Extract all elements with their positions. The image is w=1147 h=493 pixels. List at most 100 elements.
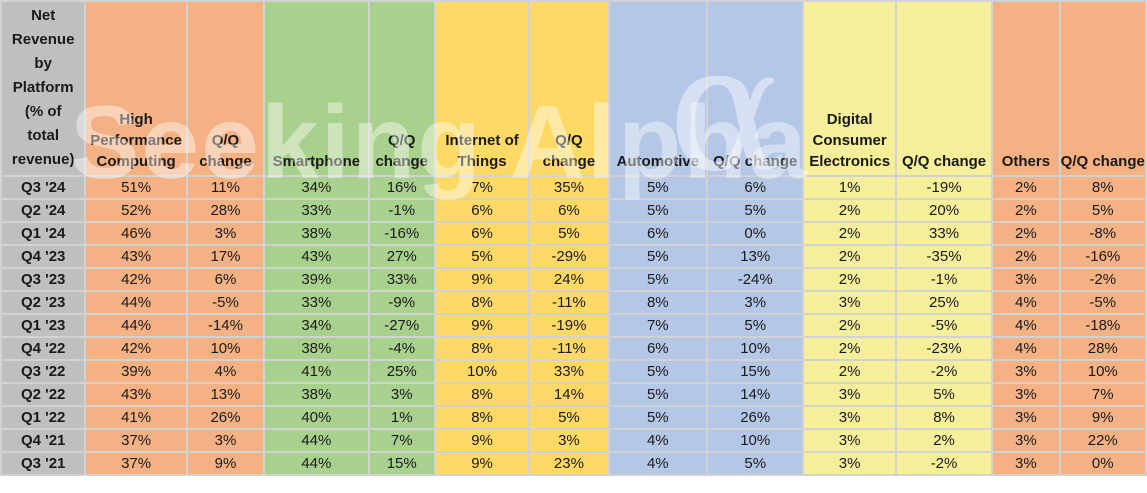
cell-q4-22-col4: -4% xyxy=(367,336,436,361)
cell-q4-22-col8: 10% xyxy=(706,336,805,361)
cell-q1-22-col11: 3% xyxy=(991,405,1061,430)
row-label-q2-23: Q2 '23 xyxy=(0,290,87,315)
cell-q4-23-col5: 5% xyxy=(433,244,531,269)
cell-q3-23-col2: 6% xyxy=(185,267,266,292)
table-row-q4-23: Q4 '23 43% 17% 43% 27% 5% -29% 5% 13% 2% -35% 2% -16… xyxy=(0,244,1147,269)
cell-q3-23-col7: 5% xyxy=(607,267,709,292)
cell-q3-23-col12: -2% xyxy=(1058,267,1147,292)
cell-q3-23-col6: 24% xyxy=(528,267,610,292)
row-label-q3-24: Q3 '24 xyxy=(0,175,87,200)
cell-q2-23-col5: 8% xyxy=(433,290,531,315)
cell-q3-24-col2: 11% xyxy=(185,175,266,200)
cell-q3-24-col10: -19% xyxy=(894,175,994,200)
cell-q3-24-col3: 34% xyxy=(263,175,370,200)
cell-q4-23-col11: 2% xyxy=(991,244,1061,269)
cell-q4-22-col5: 8% xyxy=(433,336,531,361)
cell-q2-23-col12: -5% xyxy=(1058,290,1147,315)
table-row-q4-22: Q4 '22 42% 10% 38% -4% 8% -11% 6% 10% 2% -23% 4% 28% xyxy=(0,336,1147,361)
cell-q4-22-col2: 10% xyxy=(185,336,266,361)
cell-q4-22-col9: 2% xyxy=(802,336,897,361)
cell-q2-23-col4: -9% xyxy=(367,290,436,315)
cell-q3-22-col12: 10% xyxy=(1058,359,1147,384)
table-body: Q3 '24 51% 11% 34% 16% 7% 35% 5% 6% 1% -19% 2% 8% Q2 … xyxy=(0,175,1147,476)
cell-q3-23-col1: 42% xyxy=(84,267,188,292)
cell-q2-24-col12: 5% xyxy=(1058,198,1147,223)
cell-q1-23-col6: -19% xyxy=(528,313,610,338)
cell-q1-23-col3: 34% xyxy=(263,313,370,338)
cell-q3-22-col3: 41% xyxy=(263,359,370,384)
cell-q1-24-col4: -16% xyxy=(367,221,436,246)
cell-q1-24-col9: 2% xyxy=(802,221,897,246)
row-label-q3-22: Q3 '22 xyxy=(0,359,87,384)
cell-q1-23-col12: -18% xyxy=(1058,313,1147,338)
cell-q1-23-col1: 44% xyxy=(84,313,188,338)
cell-q1-22-col5: 8% xyxy=(433,405,531,430)
cell-q2-22-col6: 14% xyxy=(528,382,610,407)
cell-q4-23-col3: 43% xyxy=(263,244,370,269)
cell-q1-22-col4: 1% xyxy=(367,405,436,430)
cell-q1-22-col1: 41% xyxy=(84,405,188,430)
cell-q4-23-col9: 2% xyxy=(802,244,897,269)
column-header-qq-change-8: Q/Q change xyxy=(706,0,805,177)
cell-q3-21-col12: 0% xyxy=(1058,451,1147,476)
cell-q2-23-col1: 44% xyxy=(84,290,188,315)
cell-q4-21-col5: 9% xyxy=(433,428,531,453)
cell-q2-24-col1: 52% xyxy=(84,198,188,223)
cell-q1-24-col12: -8% xyxy=(1058,221,1147,246)
cell-q1-23-col2: -14% xyxy=(185,313,266,338)
row-label-q1-23: Q1 '23 xyxy=(0,313,87,338)
cell-q3-23-col10: -1% xyxy=(894,267,994,292)
cell-q3-23-col11: 3% xyxy=(991,267,1061,292)
table-row-q3-22: Q3 '22 39% 4% 41% 25% 10% 33% 5% 15% 2% -2% 3% 10% xyxy=(0,359,1147,384)
cell-q2-24-col3: 33% xyxy=(263,198,370,223)
table-row-q1-24: Q1 '24 46% 3% 38% -16% 6% 5% 6% 0% 2% 33% 2% -8% xyxy=(0,221,1147,246)
cell-q1-22-col12: 9% xyxy=(1058,405,1147,430)
cell-q4-23-col1: 43% xyxy=(84,244,188,269)
cell-q1-24-col11: 2% xyxy=(991,221,1061,246)
column-header-others: Others xyxy=(991,0,1061,177)
header-row: Net Revenue by Platform (% of total reve… xyxy=(0,0,1147,177)
column-header-internet-of-things: Internet of Things xyxy=(433,0,531,177)
cell-q4-22-col10: -23% xyxy=(894,336,994,361)
cell-q4-21-col3: 44% xyxy=(263,428,370,453)
row-label-q2-24: Q2 '24 xyxy=(0,198,87,223)
cell-q1-24-col6: 5% xyxy=(528,221,610,246)
cell-q3-22-col4: 25% xyxy=(367,359,436,384)
cell-q3-21-col9: 3% xyxy=(802,451,897,476)
cell-q4-22-col7: 6% xyxy=(607,336,709,361)
cell-q2-22-col2: 13% xyxy=(185,382,266,407)
cell-q2-23-col9: 3% xyxy=(802,290,897,315)
cell-q2-24-col2: 28% xyxy=(185,198,266,223)
column-header-qq-change-12: Q/Q change xyxy=(1058,0,1147,177)
cell-q1-22-col2: 26% xyxy=(185,405,266,430)
cell-q3-21-col3: 44% xyxy=(263,451,370,476)
cell-q3-22-col9: 2% xyxy=(802,359,897,384)
cell-q2-24-col4: -1% xyxy=(367,198,436,223)
cell-q1-24-col5: 6% xyxy=(433,221,531,246)
column-header-qq-change-10: Q/Q change xyxy=(894,0,994,177)
net-revenue-by-platform-table: Net Revenue by Platform (% of total reve… xyxy=(0,0,1147,476)
cell-q2-24-col10: 20% xyxy=(894,198,994,223)
cell-q4-22-col6: -11% xyxy=(528,336,610,361)
table-row-q2-23: Q2 '23 44% -5% 33% -9% 8% -11% 8% 3% 3% 25% 4% -5% xyxy=(0,290,1147,315)
row-label-q1-22: Q1 '22 xyxy=(0,405,87,430)
cell-q3-22-col8: 15% xyxy=(706,359,805,384)
cell-q3-22-col6: 33% xyxy=(528,359,610,384)
row-label-q4-21: Q4 '21 xyxy=(0,428,87,453)
cell-q3-21-col11: 3% xyxy=(991,451,1061,476)
cell-q4-23-col8: 13% xyxy=(706,244,805,269)
cell-q1-22-col10: 8% xyxy=(894,405,994,430)
cell-q3-24-col7: 5% xyxy=(607,175,709,200)
cell-q1-22-col6: 5% xyxy=(528,405,610,430)
row-label-q4-22: Q4 '22 xyxy=(0,336,87,361)
cell-q3-24-col9: 1% xyxy=(802,175,897,200)
cell-q1-22-col8: 26% xyxy=(706,405,805,430)
cell-q4-23-col12: -16% xyxy=(1058,244,1147,269)
cell-q2-24-col5: 6% xyxy=(433,198,531,223)
cell-q2-22-col8: 14% xyxy=(706,382,805,407)
cell-q2-24-col8: 5% xyxy=(706,198,805,223)
column-header-smartphone: Smartphone xyxy=(263,0,370,177)
cell-q3-21-col7: 4% xyxy=(607,451,709,476)
cell-q1-23-col5: 9% xyxy=(433,313,531,338)
cell-q2-23-col3: 33% xyxy=(263,290,370,315)
